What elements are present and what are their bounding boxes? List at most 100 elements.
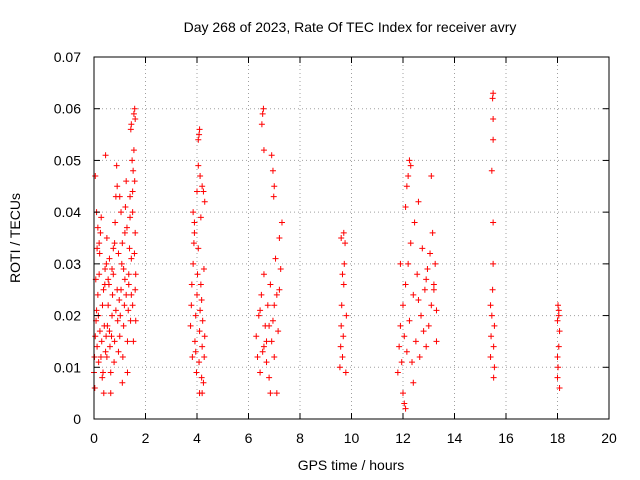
data-point: [268, 152, 275, 159]
data-point: [128, 121, 135, 128]
data-point: [93, 307, 100, 314]
y-tick-label: 0.05: [54, 152, 81, 168]
data-point: [96, 250, 103, 257]
data-point: [114, 317, 121, 324]
data-point: [402, 203, 409, 210]
data-point: [555, 302, 562, 309]
data-point: [407, 162, 414, 169]
data-point: [398, 359, 405, 366]
data-point: [94, 224, 101, 231]
data-point: [199, 317, 206, 324]
data-point: [115, 348, 122, 355]
data-point: [119, 240, 126, 247]
data-point: [193, 369, 200, 376]
data-point: [197, 214, 204, 221]
x-axis-title: GPS time / hours: [298, 457, 405, 473]
x-tick-label: 4: [193, 430, 201, 446]
data-point: [118, 286, 125, 293]
data-point: [397, 260, 404, 267]
data-point: [129, 157, 136, 164]
data-point: [339, 271, 346, 278]
data-point: [266, 374, 273, 381]
data-point: [121, 302, 128, 309]
data-point: [116, 193, 123, 200]
data-point: [197, 307, 204, 314]
data-point: [196, 131, 203, 138]
data-point: [191, 219, 198, 226]
data-point: [488, 167, 495, 174]
x-tick-label: 8: [296, 430, 304, 446]
data-point: [130, 338, 137, 345]
data-point: [104, 322, 111, 329]
data-point: [106, 343, 113, 350]
data-point: [555, 312, 562, 319]
data-point: [487, 353, 494, 360]
data-point: [112, 219, 119, 226]
data-point: [490, 90, 497, 97]
data-point: [128, 291, 135, 298]
data-point: [255, 312, 262, 319]
data-point: [94, 343, 101, 350]
data-point: [555, 343, 562, 350]
data-point: [123, 224, 130, 231]
data-point: [415, 297, 422, 304]
data-point: [343, 312, 350, 319]
data-point: [432, 260, 439, 267]
data-point: [119, 379, 126, 386]
data-point: [132, 229, 139, 236]
data-point: [260, 147, 267, 154]
data-point: [340, 281, 347, 288]
data-point: [123, 178, 130, 185]
data-point: [121, 276, 128, 283]
data-point: [118, 209, 125, 216]
data-point: [276, 286, 283, 293]
x-tick-label: 10: [344, 430, 360, 446]
data-point: [340, 229, 347, 236]
data-point: [271, 183, 278, 190]
x-tick-label: 6: [245, 430, 253, 446]
data-point: [277, 266, 284, 273]
data-point: [117, 312, 124, 319]
data-point: [402, 405, 409, 412]
y-tick-label: 0.02: [54, 308, 81, 324]
data-point: [97, 353, 104, 360]
data-point: [125, 307, 132, 314]
data-point: [96, 271, 103, 278]
data-point: [263, 338, 270, 345]
y-tick-label: 0.06: [54, 101, 81, 117]
data-point: [258, 291, 265, 298]
data-point: [124, 338, 131, 345]
data-point: [92, 333, 99, 340]
data-point: [121, 229, 128, 236]
data-point: [91, 384, 98, 391]
data-point: [490, 116, 497, 123]
y-axis-title: ROTI / TECUs: [7, 193, 23, 283]
data-point: [197, 172, 204, 179]
y-tick-label: 0.04: [54, 204, 81, 220]
data-point: [188, 281, 195, 288]
data-point: [130, 167, 137, 174]
data-point: [489, 286, 496, 293]
grid-lines: [94, 57, 609, 419]
data-point: [103, 235, 110, 241]
data-point: [264, 302, 271, 309]
data-point: [201, 353, 208, 360]
data-point: [487, 302, 494, 309]
data-point: [105, 276, 112, 283]
data-point: [410, 379, 417, 386]
data-point: [96, 328, 103, 335]
data-point: [109, 266, 116, 273]
data-point: [99, 302, 106, 309]
data-point: [195, 136, 202, 143]
data-point: [98, 338, 105, 345]
data-point: [126, 245, 133, 252]
data-point: [129, 188, 136, 195]
data-point: [403, 348, 410, 355]
data-point: [108, 333, 115, 340]
data-point: [99, 374, 106, 381]
data-point: [109, 312, 116, 319]
data-point: [95, 359, 102, 366]
data-point: [433, 338, 440, 345]
data-point: [103, 260, 110, 267]
x-tick-label: 18: [550, 430, 566, 446]
